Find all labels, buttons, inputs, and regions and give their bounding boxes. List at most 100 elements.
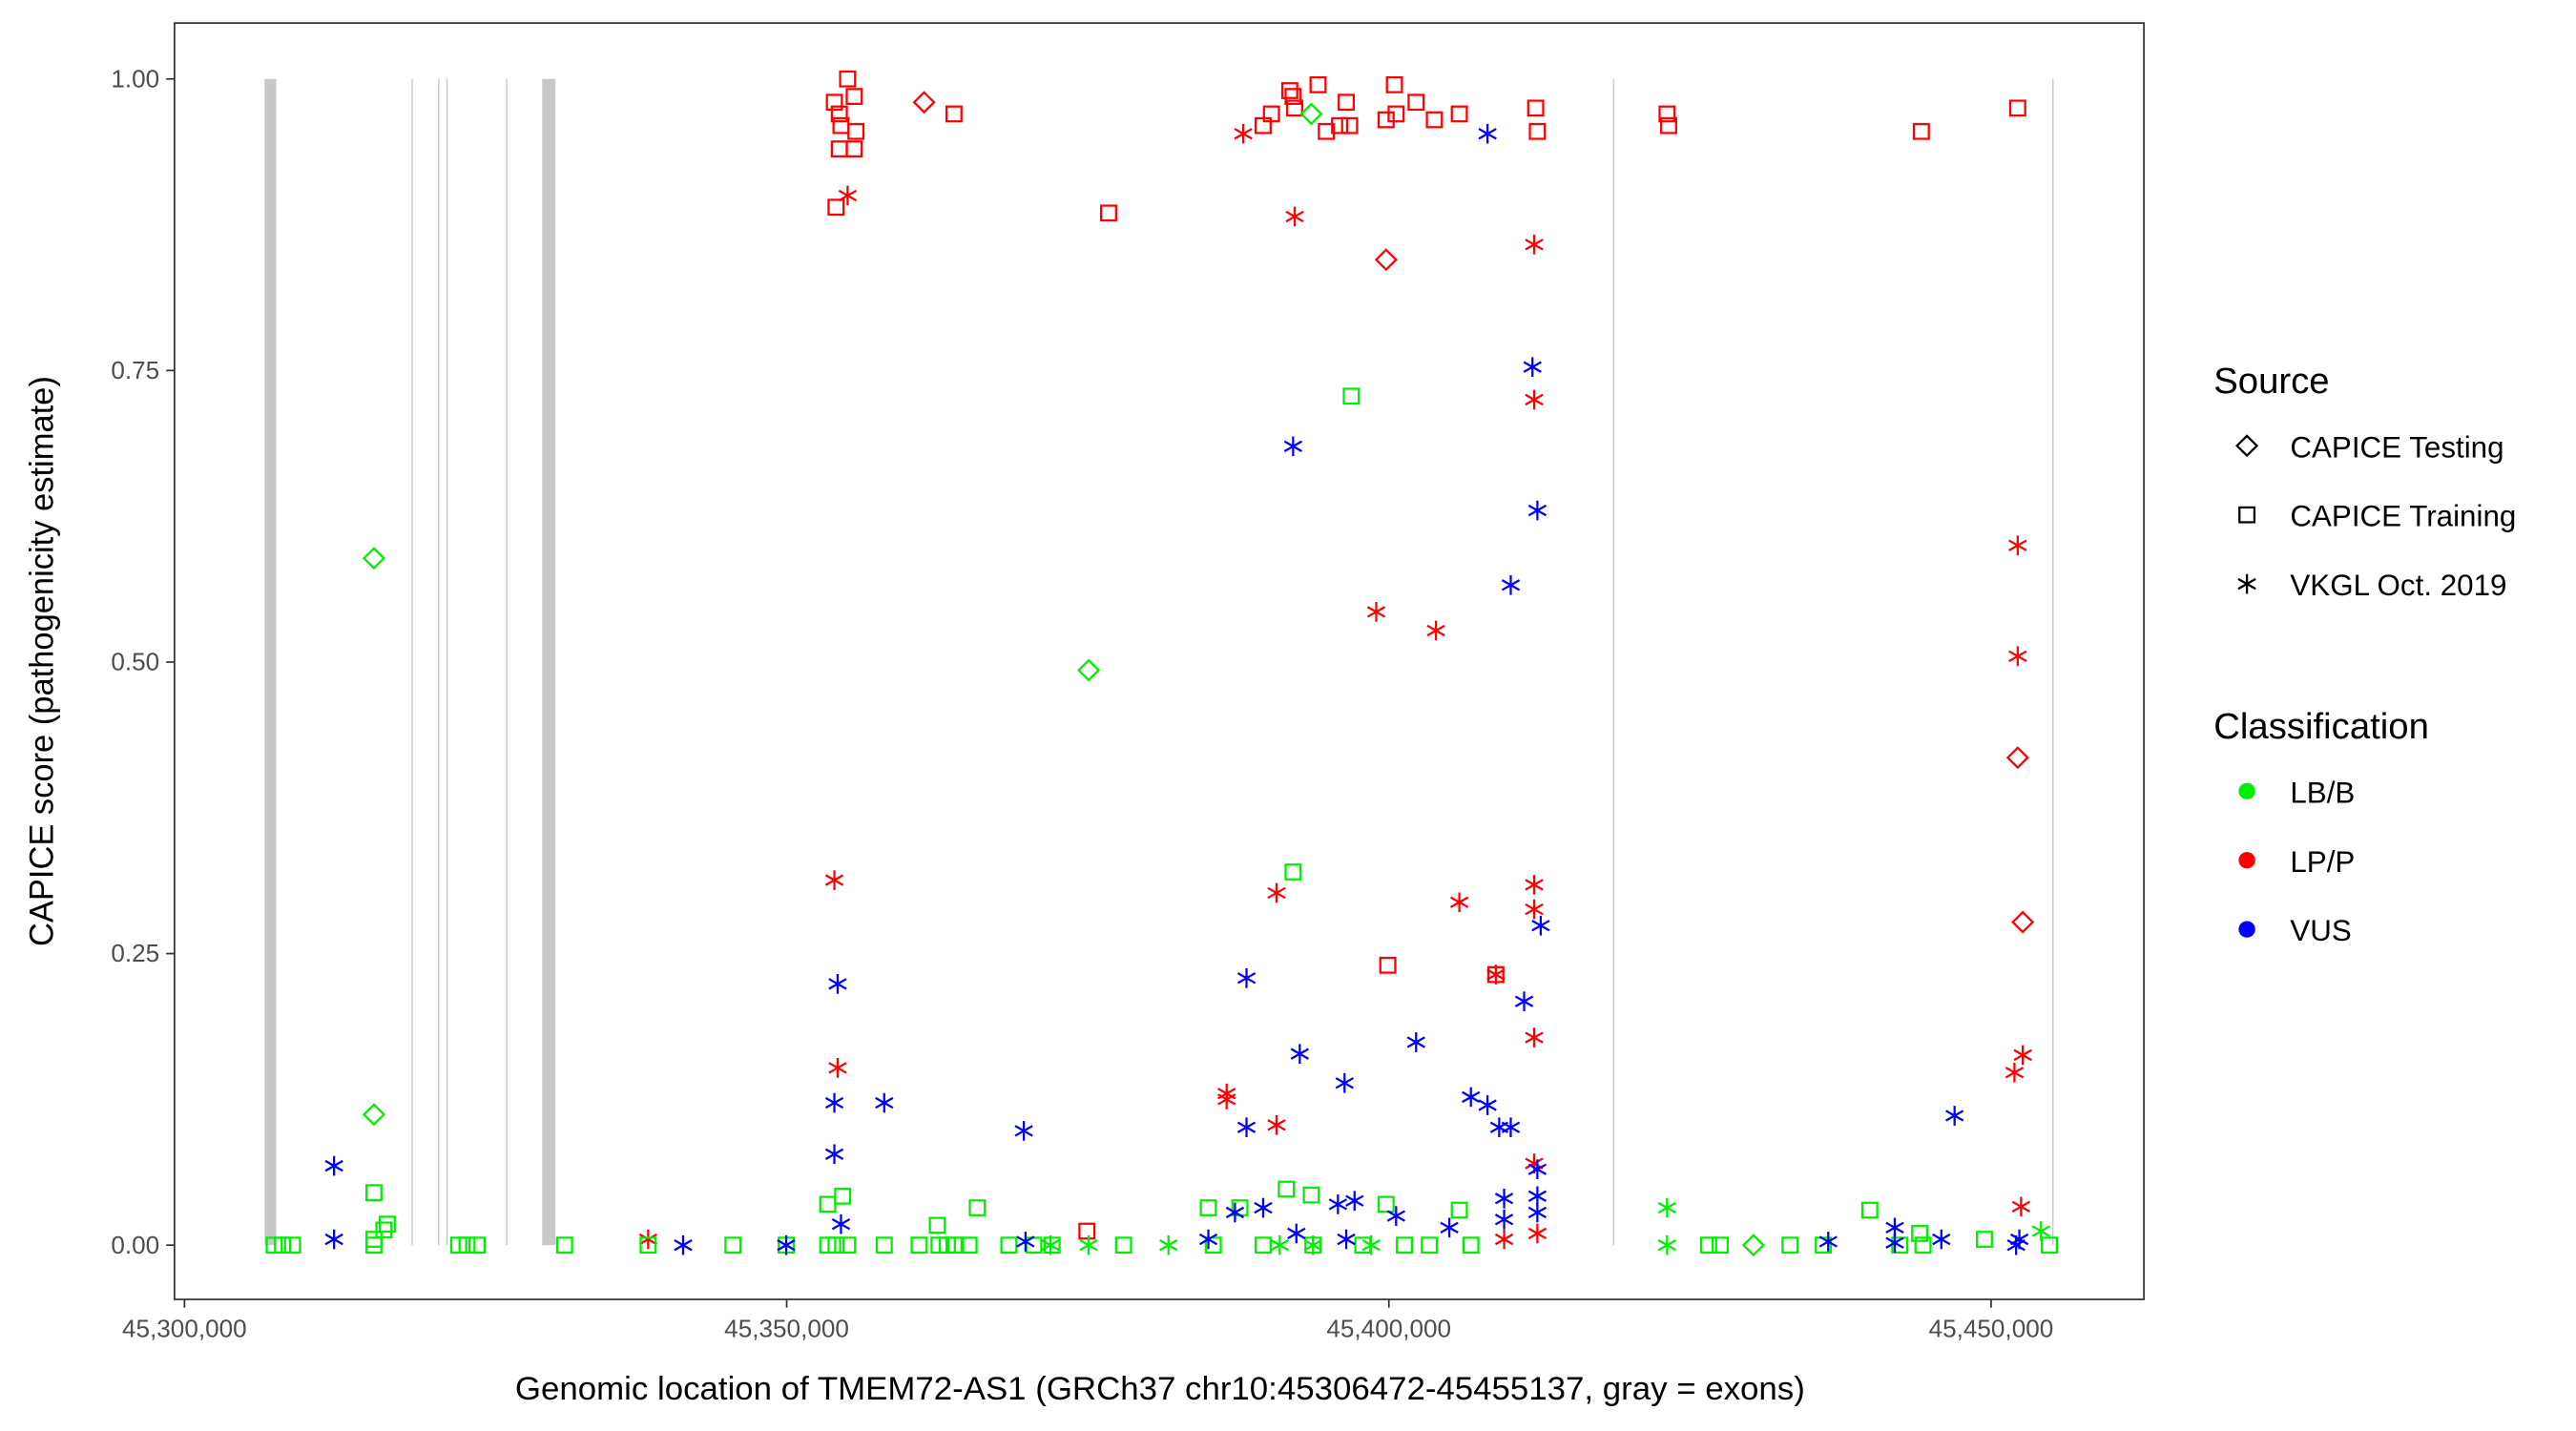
point-training-lbb bbox=[378, 1215, 396, 1234]
point-testing-lbb bbox=[1076, 658, 1101, 682]
point-training-lbb bbox=[639, 1236, 657, 1255]
point-vkgl-lpp bbox=[1267, 1114, 1286, 1135]
point-testing-lpp bbox=[2011, 910, 2035, 934]
point-vkgl-lbb bbox=[1159, 1234, 1178, 1255]
point-vkgl-lpp bbox=[2005, 1062, 2025, 1083]
point-training-lpp bbox=[1262, 105, 1280, 123]
legend-testing-icon bbox=[2235, 434, 2259, 458]
point-training-lbb bbox=[1712, 1236, 1729, 1255]
point-testing-lbb bbox=[1741, 1234, 1765, 1257]
point-training-lpp bbox=[830, 105, 848, 123]
point-vkgl-lbb bbox=[1079, 1234, 1098, 1255]
point-training-lbb bbox=[875, 1236, 893, 1255]
legend-source-item: CAPICE Testing bbox=[2290, 430, 2503, 464]
point-training-lpp bbox=[1658, 105, 1676, 123]
point-vkgl-lpp bbox=[638, 1229, 658, 1250]
point-training-lbb bbox=[928, 1216, 946, 1234]
point-training-lbb bbox=[283, 1236, 301, 1255]
point-vkgl-vus bbox=[1494, 1188, 1514, 1209]
point-training-lbb bbox=[1462, 1236, 1480, 1255]
point-vkgl-lpp bbox=[1525, 234, 1544, 255]
point-vkgl-vus bbox=[1283, 436, 1303, 457]
point-training-lbb bbox=[1911, 1225, 1929, 1242]
legend-training-icon bbox=[2238, 506, 2256, 524]
y-axis-title: CAPICE score (pathogenicity estimate) bbox=[25, 376, 61, 946]
point-vkgl-lpp bbox=[828, 1058, 847, 1078]
y-tick-label: 0.00 bbox=[111, 1231, 159, 1259]
point-vkgl-vus bbox=[777, 1234, 796, 1255]
point-vkgl-vus bbox=[1225, 1202, 1245, 1223]
y-tick-label: 0.25 bbox=[111, 939, 159, 967]
point-vkgl-lpp bbox=[1449, 892, 1469, 913]
point-vkgl-lbb bbox=[1657, 1234, 1677, 1255]
point-training-lbb bbox=[364, 1236, 383, 1255]
point-vkgl-vus bbox=[831, 1213, 851, 1234]
point-training-lbb bbox=[274, 1236, 292, 1255]
exon-bar bbox=[264, 78, 277, 1246]
point-training-lbb bbox=[468, 1236, 486, 1255]
point-training-lbb bbox=[839, 1236, 857, 1255]
x-tick-label: 45,400,000 bbox=[1326, 1315, 1451, 1343]
point-training-lbb bbox=[827, 1236, 845, 1255]
point-training-lbb bbox=[1976, 1231, 1993, 1248]
point-training-lbb bbox=[968, 1199, 987, 1216]
point-vkgl-vus bbox=[1328, 1194, 1347, 1214]
legend-lpp-dot-icon bbox=[2238, 852, 2255, 869]
point-training-lbb bbox=[1302, 1186, 1320, 1204]
x-tick-label: 45,300,000 bbox=[122, 1315, 247, 1343]
point-vkgl-vus bbox=[828, 974, 847, 994]
x-axis-title: Genomic location of TMEM72-AS1 (GRCh37 c… bbox=[515, 1371, 1805, 1407]
point-training-lbb bbox=[724, 1236, 742, 1255]
legend-source-item: VKGL Oct. 2019 bbox=[2290, 569, 2506, 602]
point-vkgl-vus bbox=[1290, 1044, 1309, 1065]
point-vkgl-vus bbox=[1337, 1229, 1356, 1250]
point-vkgl-vus bbox=[1527, 500, 1548, 521]
point-vkgl-lbb bbox=[1270, 1234, 1290, 1255]
point-vkgl-vus bbox=[324, 1229, 343, 1250]
point-vkgl-lpp bbox=[1285, 206, 1304, 227]
point-vkgl-vus bbox=[1386, 1206, 1405, 1226]
point-training-lpp bbox=[1450, 105, 1468, 123]
legend-class-item: VUS bbox=[2290, 914, 2351, 947]
point-training-lpp bbox=[1912, 122, 1930, 140]
point-training-lpp bbox=[827, 198, 845, 217]
point-vkgl-lpp bbox=[824, 870, 844, 890]
point-vkgl-vus bbox=[1462, 1087, 1481, 1108]
y-tick-label: 0.50 bbox=[111, 648, 159, 676]
y-axis: 0.00 0.25 0.50 0.75 1.00 bbox=[111, 65, 175, 1259]
legend-vus-dot-icon bbox=[2238, 921, 2255, 938]
y-tick-label: 0.75 bbox=[111, 356, 159, 384]
point-vkgl-lpp bbox=[1525, 899, 1544, 920]
point-vkgl-vus bbox=[1818, 1232, 1838, 1252]
point-training-lpp bbox=[2008, 99, 2026, 117]
point-vkgl-lpp bbox=[2011, 1196, 2031, 1217]
point-vkgl-vus bbox=[1254, 1197, 1273, 1218]
point-vkgl-vus bbox=[1478, 123, 1497, 144]
legend-lbb-dot-icon bbox=[2238, 782, 2255, 799]
point-vkgl-vus bbox=[1527, 1159, 1548, 1180]
point-vkgl-vus bbox=[1494, 1209, 1514, 1230]
point-vkgl-lpp bbox=[1525, 389, 1544, 410]
point-training-lpp bbox=[1377, 111, 1395, 129]
point-vkgl-lpp bbox=[2008, 535, 2027, 556]
y-tick-label: 1.00 bbox=[111, 65, 159, 93]
point-training-lbb bbox=[1284, 863, 1302, 881]
point-training-lbb bbox=[1860, 1201, 1879, 1219]
point-training-lbb bbox=[1204, 1236, 1222, 1255]
point-training-lbb bbox=[375, 1221, 393, 1239]
point-training-lbb bbox=[1421, 1236, 1439, 1255]
point-training-lpp bbox=[1527, 99, 1545, 117]
legend-classification-title: Classification bbox=[2213, 706, 2429, 747]
point-training-lbb bbox=[1450, 1201, 1468, 1219]
exon-bar bbox=[542, 78, 556, 1246]
data-points bbox=[265, 70, 2058, 1257]
point-vkgl-lpp bbox=[838, 185, 858, 206]
point-training-lbb bbox=[910, 1236, 928, 1255]
point-vkgl-lbb bbox=[1041, 1234, 1060, 1255]
point-vkgl-lbb bbox=[1361, 1234, 1381, 1255]
point-vkgl-vus bbox=[1501, 1117, 1521, 1138]
point-training-lbb bbox=[1278, 1180, 1296, 1198]
exon-bar bbox=[1612, 78, 1614, 1246]
point-training-lpp bbox=[825, 93, 843, 112]
point-training-lpp bbox=[1331, 116, 1349, 135]
